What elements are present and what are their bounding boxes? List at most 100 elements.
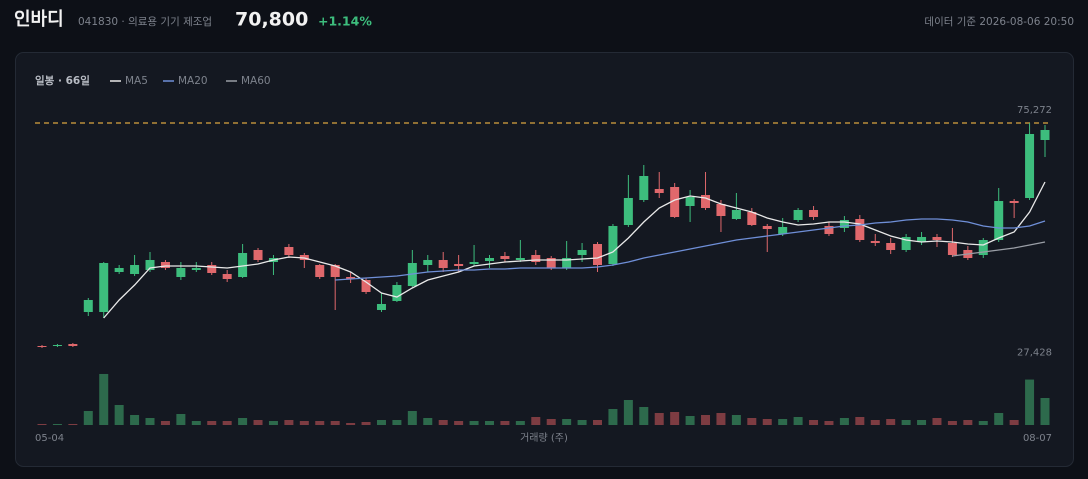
candle-body	[978, 240, 988, 255]
volume-bar	[500, 420, 510, 425]
candle-body	[793, 210, 803, 220]
candle-body	[901, 237, 911, 250]
candle-body	[623, 198, 633, 225]
volume-bar	[809, 419, 819, 425]
volume-bar	[824, 420, 834, 425]
volume-bar	[160, 420, 170, 425]
volume-bar	[747, 417, 757, 425]
volume-bar	[685, 415, 695, 425]
volume-bar	[469, 420, 479, 425]
volume-bar	[407, 410, 417, 425]
candle-body	[284, 247, 294, 255]
candle-body	[376, 304, 386, 310]
volume-bar	[83, 410, 93, 425]
volume-bar	[176, 413, 186, 425]
volume-bar	[99, 373, 109, 425]
candle-body	[716, 204, 726, 216]
volume-bar	[963, 419, 973, 425]
volume-bar	[423, 417, 433, 425]
volume-bar	[207, 420, 217, 425]
candle-body	[1009, 201, 1019, 203]
volume-bar	[701, 414, 711, 425]
stock-name: 인바디	[14, 9, 64, 30]
volume-bar	[670, 411, 680, 425]
candle-body	[37, 346, 47, 347]
candle-body	[531, 255, 541, 262]
volume-bar	[253, 419, 263, 425]
volume-bar	[855, 416, 865, 425]
ma-line	[335, 218, 1046, 281]
volume-bar	[531, 416, 541, 425]
timestamp: 데이터 기준 2026-08-06 20:50	[924, 16, 1074, 28]
candle-body	[454, 264, 464, 266]
volume-max-label: 27,428	[1017, 348, 1052, 359]
candle-body	[99, 263, 109, 312]
candle-body	[438, 260, 448, 268]
volume-bar	[716, 412, 726, 425]
candle-body	[608, 226, 618, 264]
candle-body	[778, 227, 788, 234]
candle-body	[515, 258, 525, 260]
legend-label: MA5	[125, 75, 148, 87]
price: 70,800	[235, 9, 308, 31]
ma-line	[103, 181, 1046, 319]
legend-title: 일봉 · 66일	[35, 74, 90, 87]
x-tick-label: 05-04	[35, 433, 64, 444]
candle-body	[546, 258, 556, 268]
volume-bar	[114, 404, 124, 425]
candle-body	[176, 268, 186, 277]
candle-body	[114, 268, 124, 272]
volume-bar	[145, 417, 155, 425]
ma-line	[952, 241, 1046, 257]
volume-bar	[731, 414, 741, 425]
candle-body	[238, 253, 248, 277]
candle-body	[52, 345, 62, 346]
volume-bar	[562, 418, 572, 425]
volume-bar	[1040, 397, 1050, 425]
volume-bar	[901, 419, 911, 425]
candle-body	[68, 344, 78, 346]
candle-body	[1040, 130, 1050, 140]
candle-body	[809, 210, 819, 217]
candle-body	[870, 241, 880, 243]
volume-bar	[346, 422, 356, 425]
volume-bar	[52, 423, 62, 425]
volume-bar	[392, 419, 402, 425]
candle-body	[315, 265, 325, 277]
volume-bar	[268, 420, 278, 425]
candle-body	[932, 237, 942, 240]
volume-bar	[376, 419, 386, 425]
candle-body	[839, 220, 849, 228]
legend-label: MA20	[178, 75, 208, 87]
volume-axis-label: 거래량 (주)	[520, 432, 568, 444]
candle-body	[917, 237, 927, 242]
volume-bar	[1009, 419, 1019, 425]
candle-body	[469, 262, 479, 264]
candle-body	[562, 258, 572, 268]
candle-body	[947, 243, 957, 255]
volume-bar	[454, 420, 464, 425]
volume-bar	[917, 419, 927, 425]
candle-body	[83, 300, 93, 312]
candle-body	[253, 250, 263, 260]
volume-bar	[593, 419, 603, 425]
volume-bar	[978, 420, 988, 425]
volume-bar	[330, 420, 340, 425]
candle-body	[824, 226, 834, 234]
candle-body	[361, 280, 371, 292]
volume-bar	[1025, 379, 1035, 425]
volume-bar	[284, 419, 294, 425]
volume-bar	[130, 414, 140, 425]
candle-body	[747, 212, 757, 225]
volume-bar	[623, 399, 633, 425]
volume-bar	[994, 412, 1004, 425]
change: +1.14%	[318, 14, 372, 29]
candle-body	[392, 285, 402, 301]
volume-bar	[654, 412, 664, 425]
volume-bar	[238, 417, 248, 425]
candle-body	[654, 189, 664, 193]
x-tick-label: 08-07	[1023, 433, 1052, 444]
candle-body	[191, 268, 201, 270]
candle-body	[222, 274, 232, 279]
